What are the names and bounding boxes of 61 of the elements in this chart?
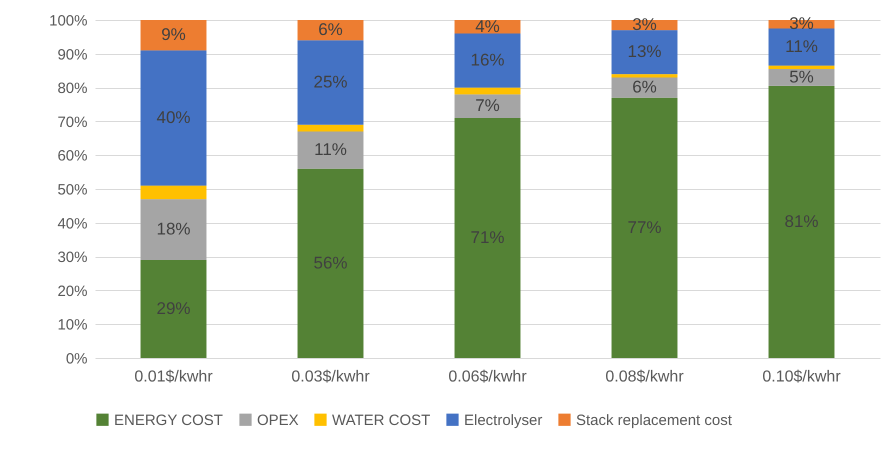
legend-label: WATER COST (332, 412, 430, 429)
y-tick-label: 40% (57, 215, 88, 232)
y-tick-label: 10% (57, 316, 88, 334)
legend-label: ENERGY COST (114, 412, 223, 429)
data-label: 29% (156, 298, 191, 318)
data-label: 25% (313, 72, 348, 92)
data-label: 3% (632, 15, 657, 34)
legend-label: Stack replacement cost (576, 412, 733, 429)
bar (768, 86, 834, 358)
data-label: 18% (156, 220, 191, 239)
x-tick-label: 0.10$/kwhr (762, 368, 842, 386)
bar (454, 94, 520, 118)
bar (612, 98, 678, 358)
bar (298, 124, 364, 132)
data-label: 6% (632, 78, 657, 97)
y-tick-label: 100% (49, 12, 88, 30)
y-tick-label: 80% (57, 80, 88, 98)
bar (140, 260, 206, 358)
data-label: 13% (627, 42, 662, 62)
y-tick-label: 0% (66, 350, 88, 368)
bar (298, 168, 364, 358)
data-label: 71% (470, 228, 505, 248)
data-label: 9% (161, 25, 186, 44)
y-tick-label: 30% (57, 249, 88, 266)
bar (140, 199, 206, 260)
bar (298, 20, 364, 40)
data-label: 77% (627, 218, 662, 237)
bar (768, 66, 834, 70)
data-label: 5% (789, 67, 814, 86)
x-tick-label: 0.03$/kwhr (291, 368, 370, 386)
bar (140, 20, 206, 50)
bar (298, 40, 364, 125)
bar (768, 28, 834, 66)
legend-label: Electrolyser (464, 412, 542, 429)
data-label: 4% (475, 16, 500, 36)
bar (140, 186, 206, 200)
y-tick-label: 90% (57, 46, 88, 64)
bar (612, 74, 678, 78)
x-tick-label: 0.01$/kwhr (134, 368, 214, 386)
x-tick-label: 0.08$/kwhr (605, 368, 684, 386)
bar (140, 50, 206, 186)
data-label: 11% (314, 140, 347, 160)
data-label: 40% (156, 108, 191, 128)
y-tick-label: 60% (57, 148, 88, 165)
data-label: 3% (789, 14, 814, 34)
data-label: 11% (785, 37, 818, 56)
data-label: 56% (313, 253, 348, 272)
y-tick-label: 70% (57, 114, 88, 131)
legend-label: OPEX (257, 412, 299, 429)
y-tick-label: 50% (57, 182, 88, 198)
bar (612, 30, 678, 74)
bar (454, 88, 520, 94)
data-label: 6% (318, 20, 343, 40)
bar (454, 34, 520, 88)
data-label: 81% (784, 212, 819, 231)
bar (454, 118, 520, 358)
data-label: 16% (470, 50, 505, 70)
x-tick-label: 0.06$/kwhr (448, 368, 528, 386)
data-label: 7% (475, 96, 500, 116)
bar (298, 132, 364, 169)
y-tick-label: 20% (57, 282, 88, 300)
